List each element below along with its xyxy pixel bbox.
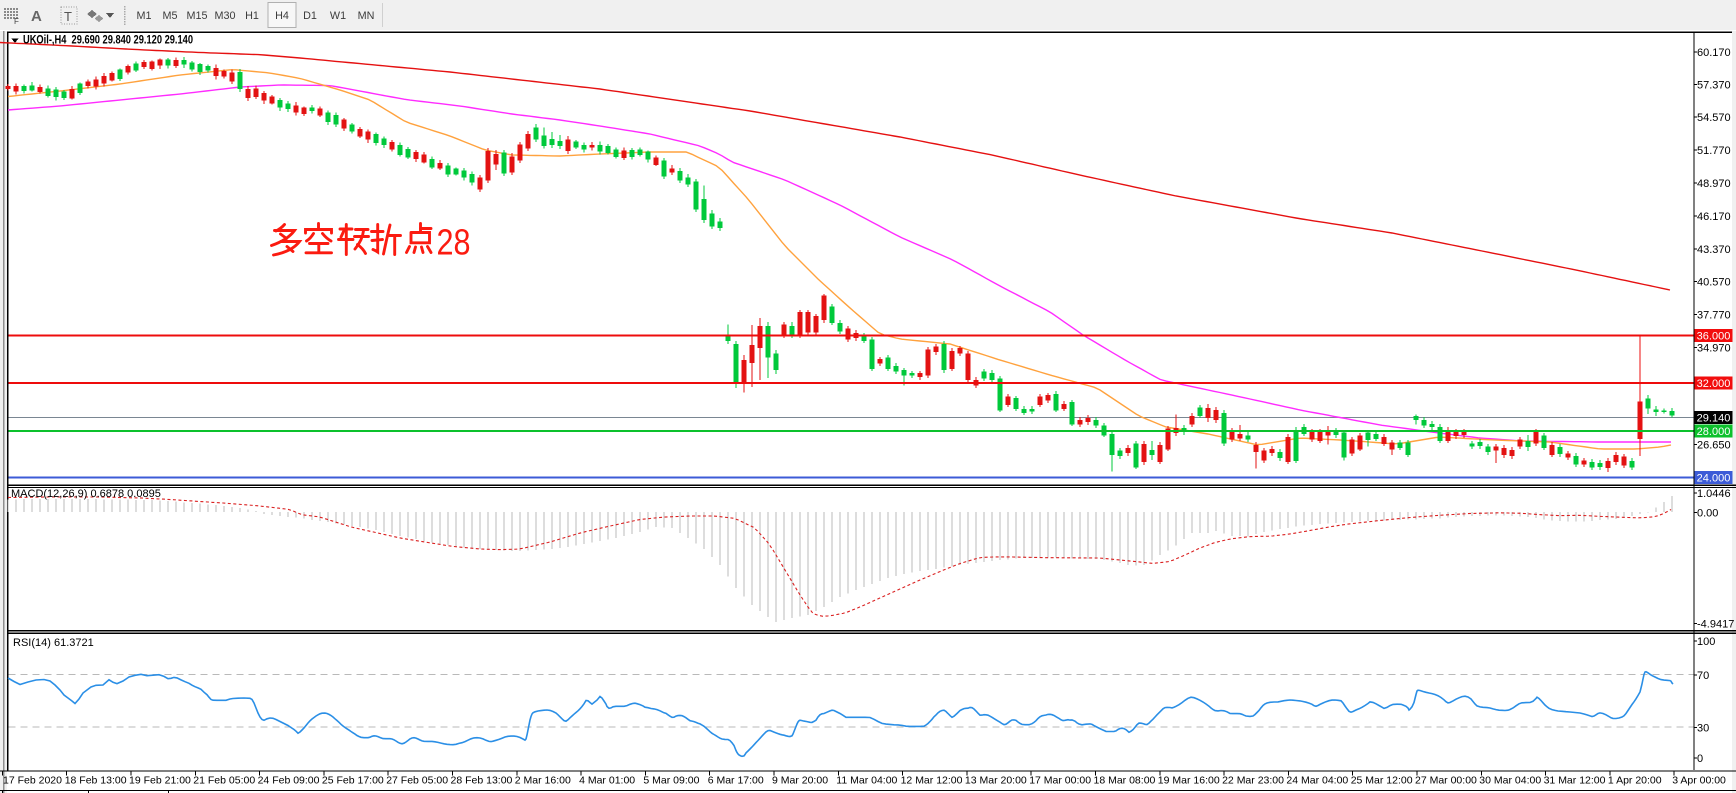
svg-text:46.170: 46.170 xyxy=(1697,211,1731,223)
svg-text:54.570: 54.570 xyxy=(1697,112,1731,124)
svg-text:17 Mar 00:00: 17 Mar 00:00 xyxy=(1029,775,1091,787)
svg-text:1.0446: 1.0446 xyxy=(1697,488,1731,500)
svg-text:M5: M5 xyxy=(163,10,178,22)
svg-text:0: 0 xyxy=(1697,753,1703,765)
svg-text:19 Feb 21:00: 19 Feb 21:00 xyxy=(129,775,191,787)
svg-text:2 Mar 16:00: 2 Mar 16:00 xyxy=(515,775,571,787)
svg-text:28 Feb 13:00: 28 Feb 13:00 xyxy=(451,775,513,787)
svg-text:31 Mar 12:00: 31 Mar 12:00 xyxy=(1544,775,1606,787)
svg-text:UKOil-,H4 29.690 29.840 29.12: UKOil-,H4 29.690 29.840 29.120 29.140 xyxy=(23,33,193,47)
svg-text:37.770: 37.770 xyxy=(1697,310,1731,322)
svg-text:28.000: 28.000 xyxy=(1697,426,1731,438)
svg-text:51.770: 51.770 xyxy=(1697,145,1731,157)
svg-text:1 Apr 20:00: 1 Apr 20:00 xyxy=(1608,775,1662,787)
svg-text:48.970: 48.970 xyxy=(1697,178,1731,190)
svg-text:F: F xyxy=(14,17,19,26)
svg-text:MACD(12,26,9) 0.6878 0.0895: MACD(12,26,9) 0.6878 0.0895 xyxy=(11,488,161,500)
svg-text:M1: M1 xyxy=(137,10,152,22)
svg-text:32.000: 32.000 xyxy=(1697,378,1731,390)
svg-text:3 Apr 00:00: 3 Apr 00:00 xyxy=(1672,775,1726,787)
svg-text:19 Mar 16:00: 19 Mar 16:00 xyxy=(1158,775,1220,787)
svg-text:18 Feb 13:00: 18 Feb 13:00 xyxy=(65,775,127,787)
svg-text:100: 100 xyxy=(1697,636,1715,648)
svg-text:24.000: 24.000 xyxy=(1697,473,1731,485)
svg-text:24 Feb 09:00: 24 Feb 09:00 xyxy=(258,775,320,787)
svg-text:0.00: 0.00 xyxy=(1697,508,1718,520)
svg-text:18 Mar 08:00: 18 Mar 08:00 xyxy=(1094,775,1156,787)
svg-text:M15: M15 xyxy=(186,10,207,22)
svg-text:70: 70 xyxy=(1697,670,1709,682)
svg-text:4 Mar 01:00: 4 Mar 01:00 xyxy=(579,775,635,787)
svg-text:30 Mar 04:00: 30 Mar 04:00 xyxy=(1479,775,1541,787)
svg-text:T: T xyxy=(64,9,72,24)
svg-text:34.970: 34.970 xyxy=(1697,343,1731,355)
svg-text:D1: D1 xyxy=(303,10,317,22)
svg-text:36.000: 36.000 xyxy=(1697,331,1731,343)
svg-text:17 Feb 2020: 17 Feb 2020 xyxy=(3,775,62,787)
svg-text:12 Mar 12:00: 12 Mar 12:00 xyxy=(901,775,963,787)
svg-text:RSI(14) 61.3721: RSI(14) 61.3721 xyxy=(13,637,94,649)
svg-text:9 Mar 20:00: 9 Mar 20:00 xyxy=(772,775,828,787)
svg-text:13 Mar 20:00: 13 Mar 20:00 xyxy=(965,775,1027,787)
svg-text:-4.9417: -4.9417 xyxy=(1697,619,1734,631)
svg-text:H4: H4 xyxy=(275,10,289,22)
svg-text:M30: M30 xyxy=(214,10,235,22)
svg-text:22 Mar 23:00: 22 Mar 23:00 xyxy=(1222,775,1284,787)
svg-text:MN: MN xyxy=(358,10,375,22)
svg-text:H1: H1 xyxy=(245,10,259,22)
svg-text:21 Feb 05:00: 21 Feb 05:00 xyxy=(193,775,255,787)
svg-text:25 Mar 12:00: 25 Mar 12:00 xyxy=(1351,775,1413,787)
svg-text:40.570: 40.570 xyxy=(1697,277,1731,289)
svg-text:25 Feb 17:00: 25 Feb 17:00 xyxy=(322,775,384,787)
svg-text:6 Mar 17:00: 6 Mar 17:00 xyxy=(708,775,764,787)
svg-text:60.170: 60.170 xyxy=(1697,47,1731,59)
svg-text:24 Mar 04:00: 24 Mar 04:00 xyxy=(1286,775,1348,787)
svg-text:27 Mar 00:00: 27 Mar 00:00 xyxy=(1415,775,1477,787)
svg-text:A: A xyxy=(31,8,42,25)
svg-text:30: 30 xyxy=(1697,723,1709,735)
svg-text:5 Mar 09:00: 5 Mar 09:00 xyxy=(643,775,699,787)
svg-text:57.370: 57.370 xyxy=(1697,80,1731,92)
svg-text:28: 28 xyxy=(437,222,471,263)
svg-text:27 Feb 05:00: 27 Feb 05:00 xyxy=(386,775,448,787)
svg-text:W1: W1 xyxy=(330,10,346,22)
svg-text:11 Mar 04:00: 11 Mar 04:00 xyxy=(836,775,897,787)
svg-text:43.370: 43.370 xyxy=(1697,244,1731,256)
svg-text:29.140: 29.140 xyxy=(1697,413,1731,425)
svg-text:26.650: 26.650 xyxy=(1697,440,1731,452)
